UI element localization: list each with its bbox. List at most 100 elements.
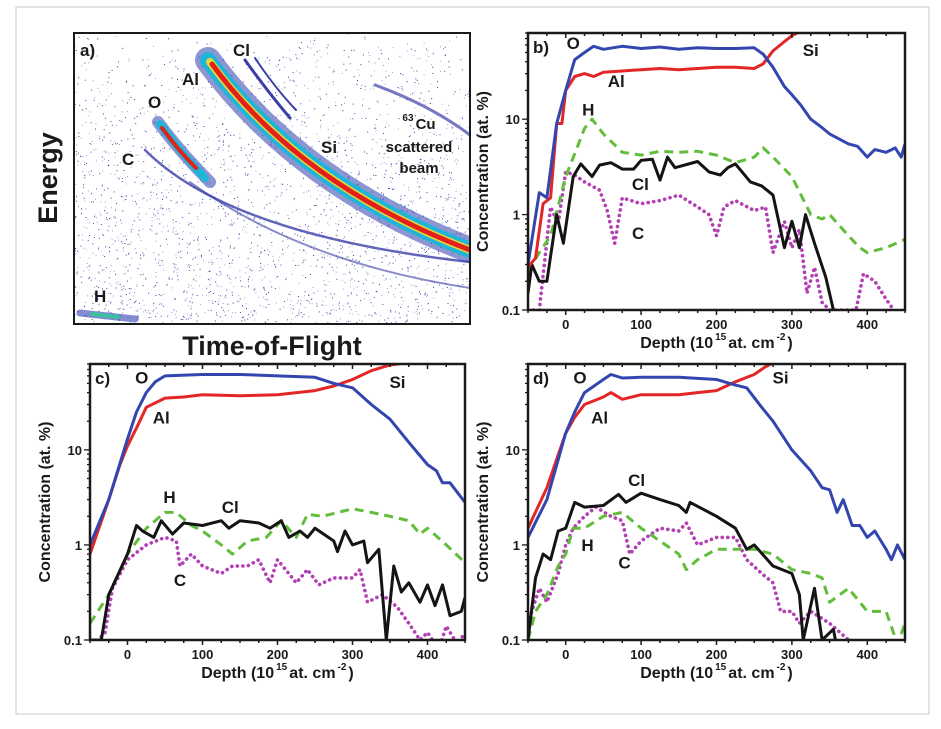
- scatter-dot: [378, 320, 380, 322]
- scatter-dot: [376, 118, 378, 120]
- scatter-dot: [159, 245, 161, 247]
- scatter-dot: [248, 285, 249, 287]
- scatter-dot: [320, 56, 322, 58]
- scatter-dot: [177, 170, 179, 172]
- scatter-dot: [453, 299, 455, 301]
- scatter-dot: [161, 178, 162, 180]
- scatter-dot: [224, 134, 226, 135]
- scatter-dot: [183, 71, 185, 73]
- scatter-dot: [171, 177, 173, 179]
- scatter-dot: [315, 76, 317, 78]
- scatter-dot: [298, 311, 300, 313]
- x-axis-label-text: ): [787, 665, 792, 682]
- scatter-dot: [92, 80, 94, 82]
- scatter-dot: [381, 145, 383, 147]
- scatter-dot: [268, 303, 270, 305]
- scatter-dot: [161, 303, 163, 305]
- scatter-dot: [362, 218, 364, 220]
- scatter-dot: [146, 38, 148, 39]
- scatter-dot: [180, 318, 182, 320]
- track-c: [143, 148, 470, 264]
- scatter-dot: [159, 207, 161, 209]
- scatter-dot: [171, 200, 172, 202]
- scatter-dot: [120, 302, 122, 304]
- scatter-dot: [251, 202, 253, 203]
- scatter-dot: [286, 57, 287, 59]
- scatter-dot: [413, 128, 415, 130]
- scatter-dot: [122, 300, 124, 302]
- scatter-dot: [287, 245, 289, 247]
- scatter-dot: [428, 309, 430, 311]
- scatter-dot: [146, 67, 148, 69]
- scatter-dot: [87, 240, 89, 242]
- scatter-dot: [320, 253, 322, 255]
- scatter-dot: [386, 255, 388, 257]
- scatter-dot: [203, 140, 205, 141]
- scatter-dot: [338, 135, 340, 137]
- scatter-dot: [354, 226, 356, 228]
- scatter-dot: [264, 249, 265, 251]
- scatter-dot: [241, 44, 243, 46]
- scatter-dot: [432, 53, 434, 55]
- scatter-dot: [368, 61, 370, 63]
- scatter-dot: [112, 230, 113, 232]
- scatter-dot: [258, 88, 260, 90]
- scatter-dot: [366, 162, 367, 164]
- scatter-dot: [351, 278, 353, 280]
- scatter-dot: [153, 309, 155, 311]
- scatter-dot: [193, 269, 195, 271]
- scatter-dot: [375, 130, 377, 132]
- scatter-dot: [147, 59, 149, 61]
- scatter-dot: [145, 145, 147, 147]
- scatter-dot: [204, 154, 206, 156]
- scatter-dot: [178, 131, 180, 132]
- scatter-dot: [351, 227, 352, 229]
- scatter-dot: [210, 253, 212, 255]
- scatter-dot: [105, 246, 107, 248]
- x-axis-label-text: ): [348, 665, 353, 682]
- scatter-dot: [260, 221, 262, 223]
- y-tick-label: 0.1: [64, 633, 82, 648]
- scatter-dot: [266, 36, 268, 38]
- scatter-dot: [239, 276, 241, 278]
- scatter-dot: [168, 276, 170, 278]
- x-axis-label-superscript: -2: [338, 662, 347, 673]
- scatter-dot: [333, 159, 335, 161]
- scatter-dot: [237, 218, 238, 220]
- scatter-dot: [364, 151, 365, 153]
- scatter-dot: [137, 309, 139, 311]
- scatter-dot: [89, 277, 91, 278]
- scatter-dot: [155, 114, 157, 116]
- scatter-dot: [355, 215, 357, 217]
- scatter-dot: [398, 154, 400, 156]
- scatter-dot: [237, 301, 239, 303]
- label-si: Si: [321, 138, 337, 157]
- scatter-dot: [228, 150, 229, 152]
- scatter-dot: [417, 164, 419, 165]
- scatter-dot: [424, 251, 426, 253]
- scatter-dot: [122, 196, 124, 198]
- scatter-dot: [187, 144, 189, 146]
- scatter-dot: [105, 99, 107, 101]
- scatter-dot: [156, 197, 158, 199]
- scatter-dot: [431, 313, 432, 315]
- scatter-dot: [162, 251, 164, 253]
- scatter-dot: [158, 259, 160, 261]
- scatter-dot: [465, 231, 467, 233]
- scatter-dot: [452, 277, 454, 279]
- scatter-dot: [301, 53, 303, 55]
- scatter-dot: [155, 316, 157, 317]
- scatter-dot: [273, 185, 275, 187]
- x-tick-label: 400: [856, 647, 878, 662]
- scatter-dot: [262, 269, 264, 270]
- scatter-dot: [261, 157, 263, 159]
- scatter-dot: [365, 235, 367, 237]
- scatter-dot: [418, 312, 420, 314]
- scatter-dot: [162, 159, 164, 161]
- scatter-dot: [134, 181, 136, 183]
- scatter-dot: [237, 196, 239, 198]
- scatter-dot: [95, 148, 97, 150]
- scatter-dot: [220, 258, 222, 260]
- scatter-dot: [321, 304, 323, 306]
- scatter-dot: [219, 250, 221, 252]
